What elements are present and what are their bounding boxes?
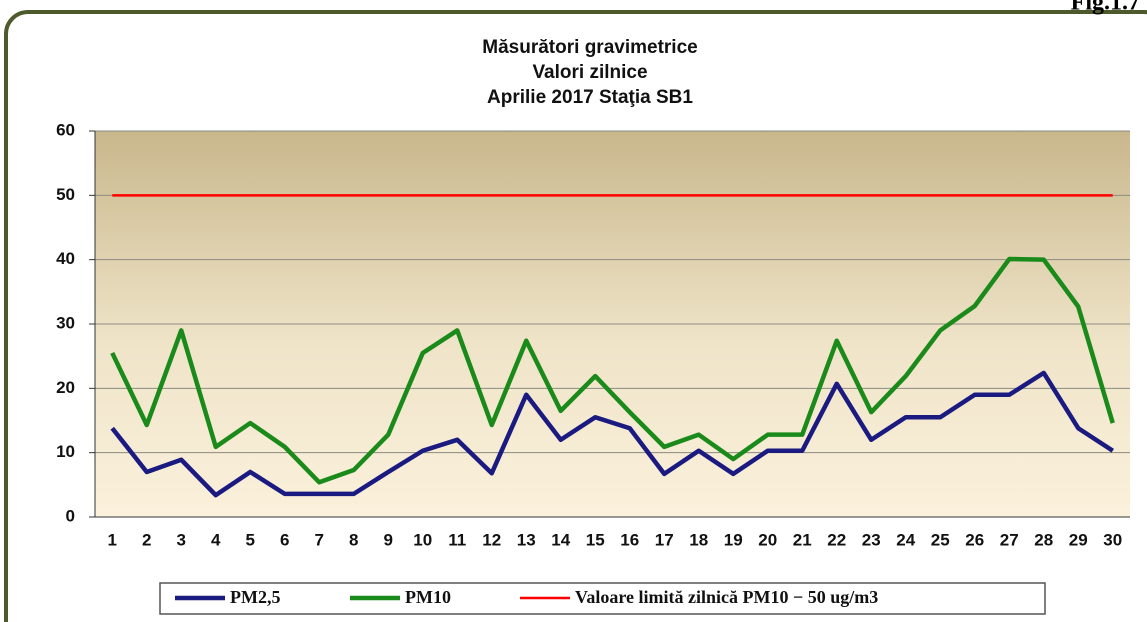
x-tick-label: 18: [689, 530, 708, 549]
x-tick-label: 27: [1000, 530, 1019, 549]
x-tick-label: 30: [1103, 530, 1122, 549]
x-tick-label: 22: [827, 530, 846, 549]
x-tick-label: 7: [315, 530, 324, 549]
y-tick-label: 20: [56, 378, 75, 397]
x-tick-label: 12: [482, 530, 501, 549]
x-tick-label: 16: [620, 530, 639, 549]
line-series: [110, 256, 1115, 485]
x-tick-label: 5: [246, 530, 255, 549]
x-tick-label: 15: [586, 530, 605, 549]
y-tick-label: 50: [56, 185, 75, 204]
x-tick-label: 13: [517, 530, 536, 549]
x-tick-label: 3: [177, 530, 186, 549]
chart-title: Măsurători gravimetrice: [482, 37, 697, 58]
x-tick-label: 2: [142, 530, 151, 549]
y-tick-label: 0: [66, 506, 75, 525]
x-tick-label: 11: [448, 530, 466, 549]
x-tick-label: 4: [211, 530, 221, 549]
legend-label: Valoare limită zilnică PM10 − 50 ug/m3: [575, 587, 878, 607]
x-tick-label: 25: [931, 530, 950, 549]
x-tick-label: 20: [758, 530, 777, 549]
x-tick-label: 24: [896, 530, 915, 549]
chart-title: Aprilie 2017 Staţia SB1: [487, 87, 693, 108]
chart-title: Valori zilnice: [532, 62, 647, 83]
line-series: [110, 370, 1114, 498]
legend-label: PM10: [405, 587, 451, 607]
figure-label: Fig.1.7: [1071, 0, 1140, 16]
x-tick-label: 17: [655, 530, 674, 549]
x-tick-label: 6: [280, 530, 289, 549]
legend-label: PM2,5: [230, 587, 280, 607]
y-tick-label: 10: [56, 442, 75, 461]
x-tick-label: 14: [551, 530, 570, 549]
x-tick-label: 10: [413, 530, 432, 549]
x-tick-label: 21: [793, 530, 812, 549]
x-tick-label: 9: [384, 530, 393, 549]
x-tick-label: 8: [349, 530, 358, 549]
y-tick-label: 40: [56, 249, 75, 268]
y-tick-label: 30: [56, 313, 75, 332]
x-tick-label: 26: [965, 530, 984, 549]
x-tick-label: 1: [108, 530, 117, 549]
legend: [159, 582, 1046, 615]
x-tick-label: 19: [724, 530, 743, 549]
x-tick-label: 28: [1034, 530, 1053, 549]
y-tick-label: 60: [56, 120, 75, 139]
x-tick-label: 23: [862, 530, 881, 549]
x-tick-label: 29: [1069, 530, 1088, 549]
